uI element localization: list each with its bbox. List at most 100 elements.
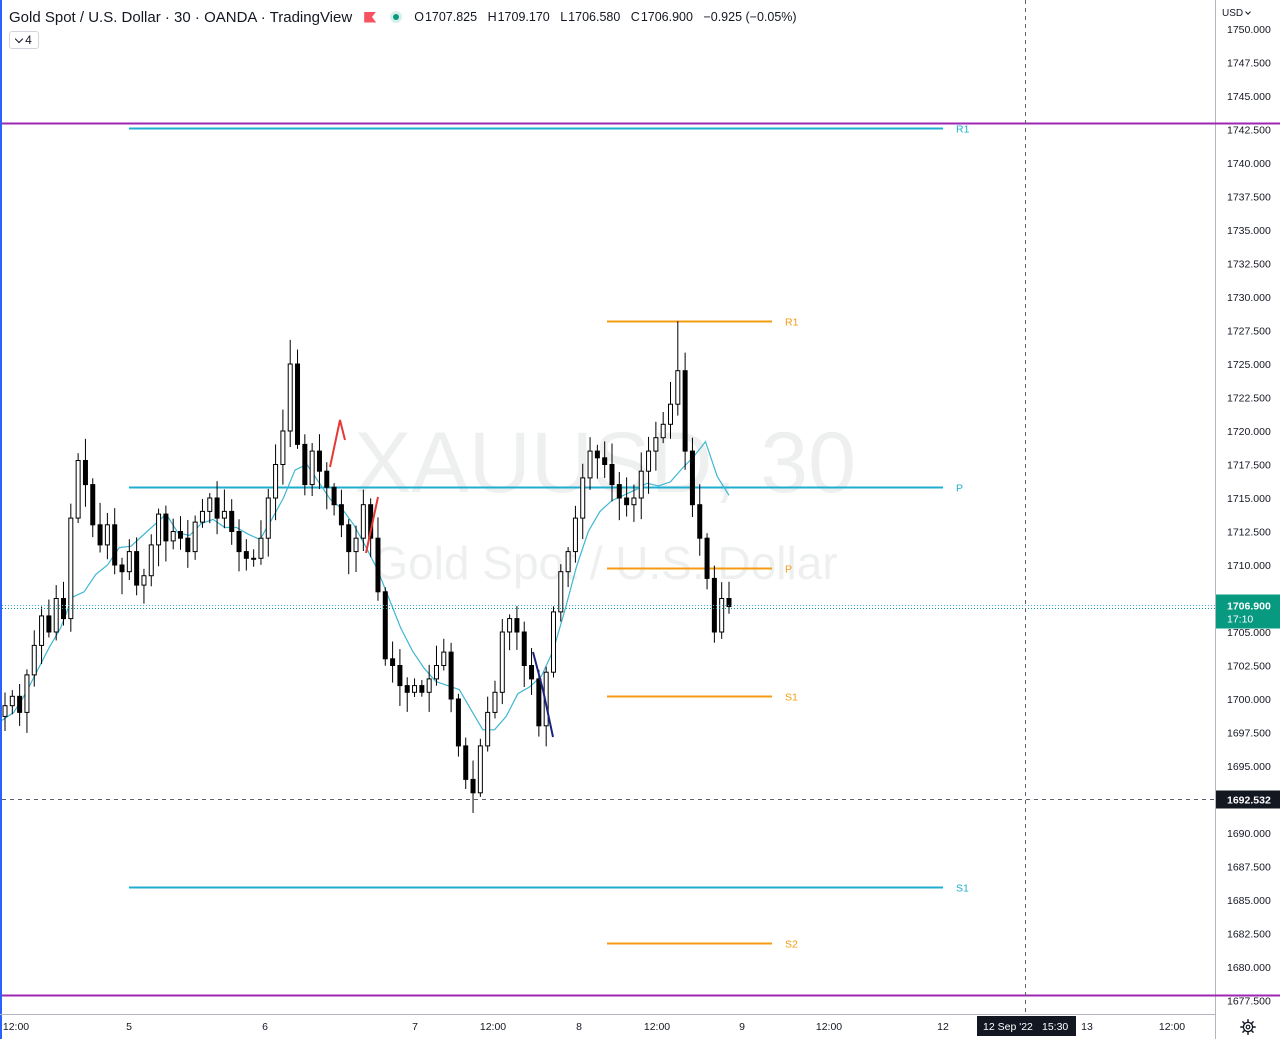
current-price-countdown: 17:10 xyxy=(1227,614,1253,626)
time-tick-label: 12:00 xyxy=(3,1021,29,1033)
candle-body xyxy=(507,618,513,633)
candle-body xyxy=(602,457,608,465)
crosshair-time-value: 15:30 xyxy=(1042,1021,1068,1033)
candle xyxy=(572,505,578,563)
time-axis[interactable]: 12:00 5 6 7 12:00 8 12:00 9 12:00 12 13 12:00 12 Sep… xyxy=(3,1016,1185,1036)
market-status-icon[interactable] xyxy=(390,11,403,23)
candle-body xyxy=(624,497,630,506)
candle xyxy=(580,463,586,540)
candle-body xyxy=(448,651,454,700)
candle xyxy=(492,680,498,719)
current-price-badge xyxy=(1216,594,1280,629)
price-tick-label: 1725.000 xyxy=(1227,359,1271,371)
price-tick-label: 1695.000 xyxy=(1227,761,1271,773)
price-tick-label: 1702.500 xyxy=(1227,661,1271,673)
pivot-points[interactable]: R1 P S1 R1 P S1 S2 xyxy=(129,124,970,951)
moving-average-line[interactable] xyxy=(1,440,730,731)
candle xyxy=(104,512,110,560)
candle xyxy=(441,638,447,671)
candle xyxy=(185,519,191,568)
candle xyxy=(624,477,630,517)
candle-body xyxy=(609,464,615,486)
candle-body xyxy=(594,450,600,459)
candle-body xyxy=(477,745,483,794)
price-tick-label: 1685.000 xyxy=(1227,895,1271,907)
weekly-pivot-p-label: P xyxy=(956,483,963,495)
candle xyxy=(682,352,688,470)
candle xyxy=(485,696,491,752)
candle xyxy=(2,692,8,731)
price-axis[interactable]: 1750.000 1747.500 1745.000 1742.500 1740.000… xyxy=(1216,24,1280,1008)
candle xyxy=(338,489,344,538)
time-tick-label: 12:00 xyxy=(480,1021,506,1033)
indicators-collapse-button[interactable]: 4 xyxy=(9,31,39,49)
candle xyxy=(660,412,666,444)
candle-body xyxy=(653,437,659,452)
settings-button[interactable] xyxy=(1239,1018,1257,1036)
price-tick-label: 1677.500 xyxy=(1227,996,1271,1008)
candle xyxy=(265,488,271,557)
candle xyxy=(163,505,169,562)
candle xyxy=(631,484,637,522)
candle xyxy=(419,680,425,697)
candle xyxy=(309,443,315,497)
crosshair-date-value: 12 Sep '22 xyxy=(983,1021,1033,1033)
high-label: H xyxy=(487,10,497,24)
currency-button[interactable]: USD xyxy=(1222,6,1251,20)
red-trend-drawing xyxy=(329,419,346,468)
candle-body xyxy=(178,531,184,539)
candle xyxy=(616,471,622,521)
candle-body xyxy=(419,685,425,693)
horizontal-lines[interactable] xyxy=(2,122,1280,997)
candle-body xyxy=(572,517,578,553)
candle-body xyxy=(412,685,418,693)
candle xyxy=(141,568,147,604)
candle xyxy=(638,452,644,520)
candle-body xyxy=(726,598,732,608)
candle xyxy=(119,557,125,595)
price-tick-label: 1712.500 xyxy=(1227,527,1271,539)
price-tick-label: 1740.000 xyxy=(1227,158,1271,170)
candle-body xyxy=(397,665,403,687)
navy-trend-drawing xyxy=(532,651,554,738)
trend-drawings[interactable] xyxy=(329,419,554,738)
candle-body xyxy=(17,695,23,713)
candle-body xyxy=(521,631,527,666)
candle xyxy=(68,503,74,632)
price-tick-label: 1720.000 xyxy=(1227,426,1271,438)
moving-average[interactable] xyxy=(1,440,730,731)
candle-body xyxy=(697,504,703,539)
crosshair-price-badge xyxy=(1216,790,1280,809)
candle xyxy=(529,648,535,695)
candle-body xyxy=(667,403,673,425)
candle-body xyxy=(711,577,717,633)
candle xyxy=(463,737,469,789)
candle xyxy=(39,606,45,665)
candle-body xyxy=(302,443,308,486)
candle xyxy=(609,443,615,502)
candle xyxy=(324,462,330,510)
price-tick-label: 1750.000 xyxy=(1227,24,1271,36)
crosshair-time-badge xyxy=(977,1016,1076,1036)
candle xyxy=(287,339,293,448)
candle xyxy=(397,649,403,706)
candle xyxy=(412,678,418,698)
current-price-value: 1706.900 xyxy=(1227,601,1271,613)
candle-body xyxy=(463,745,469,780)
candle xyxy=(112,508,118,575)
symbol-title[interactable]: Gold Spot / U.S. Dollar · 30 · OANDA · T… xyxy=(9,8,353,26)
candle-body xyxy=(199,510,205,523)
price-tick-label: 1682.500 xyxy=(1227,929,1271,941)
flag-icon[interactable] xyxy=(364,11,377,23)
candle xyxy=(675,321,681,416)
candles[interactable] xyxy=(2,321,732,813)
change-value: −0.925 (−0.05%) xyxy=(703,10,797,24)
candle-body xyxy=(558,571,564,613)
crosshair-price-value: 1692.532 xyxy=(1227,795,1271,807)
price-tick-label: 1742.500 xyxy=(1227,125,1271,137)
close-value: 1706.900 xyxy=(640,10,693,24)
candle xyxy=(390,641,396,683)
candle-body xyxy=(251,557,257,560)
